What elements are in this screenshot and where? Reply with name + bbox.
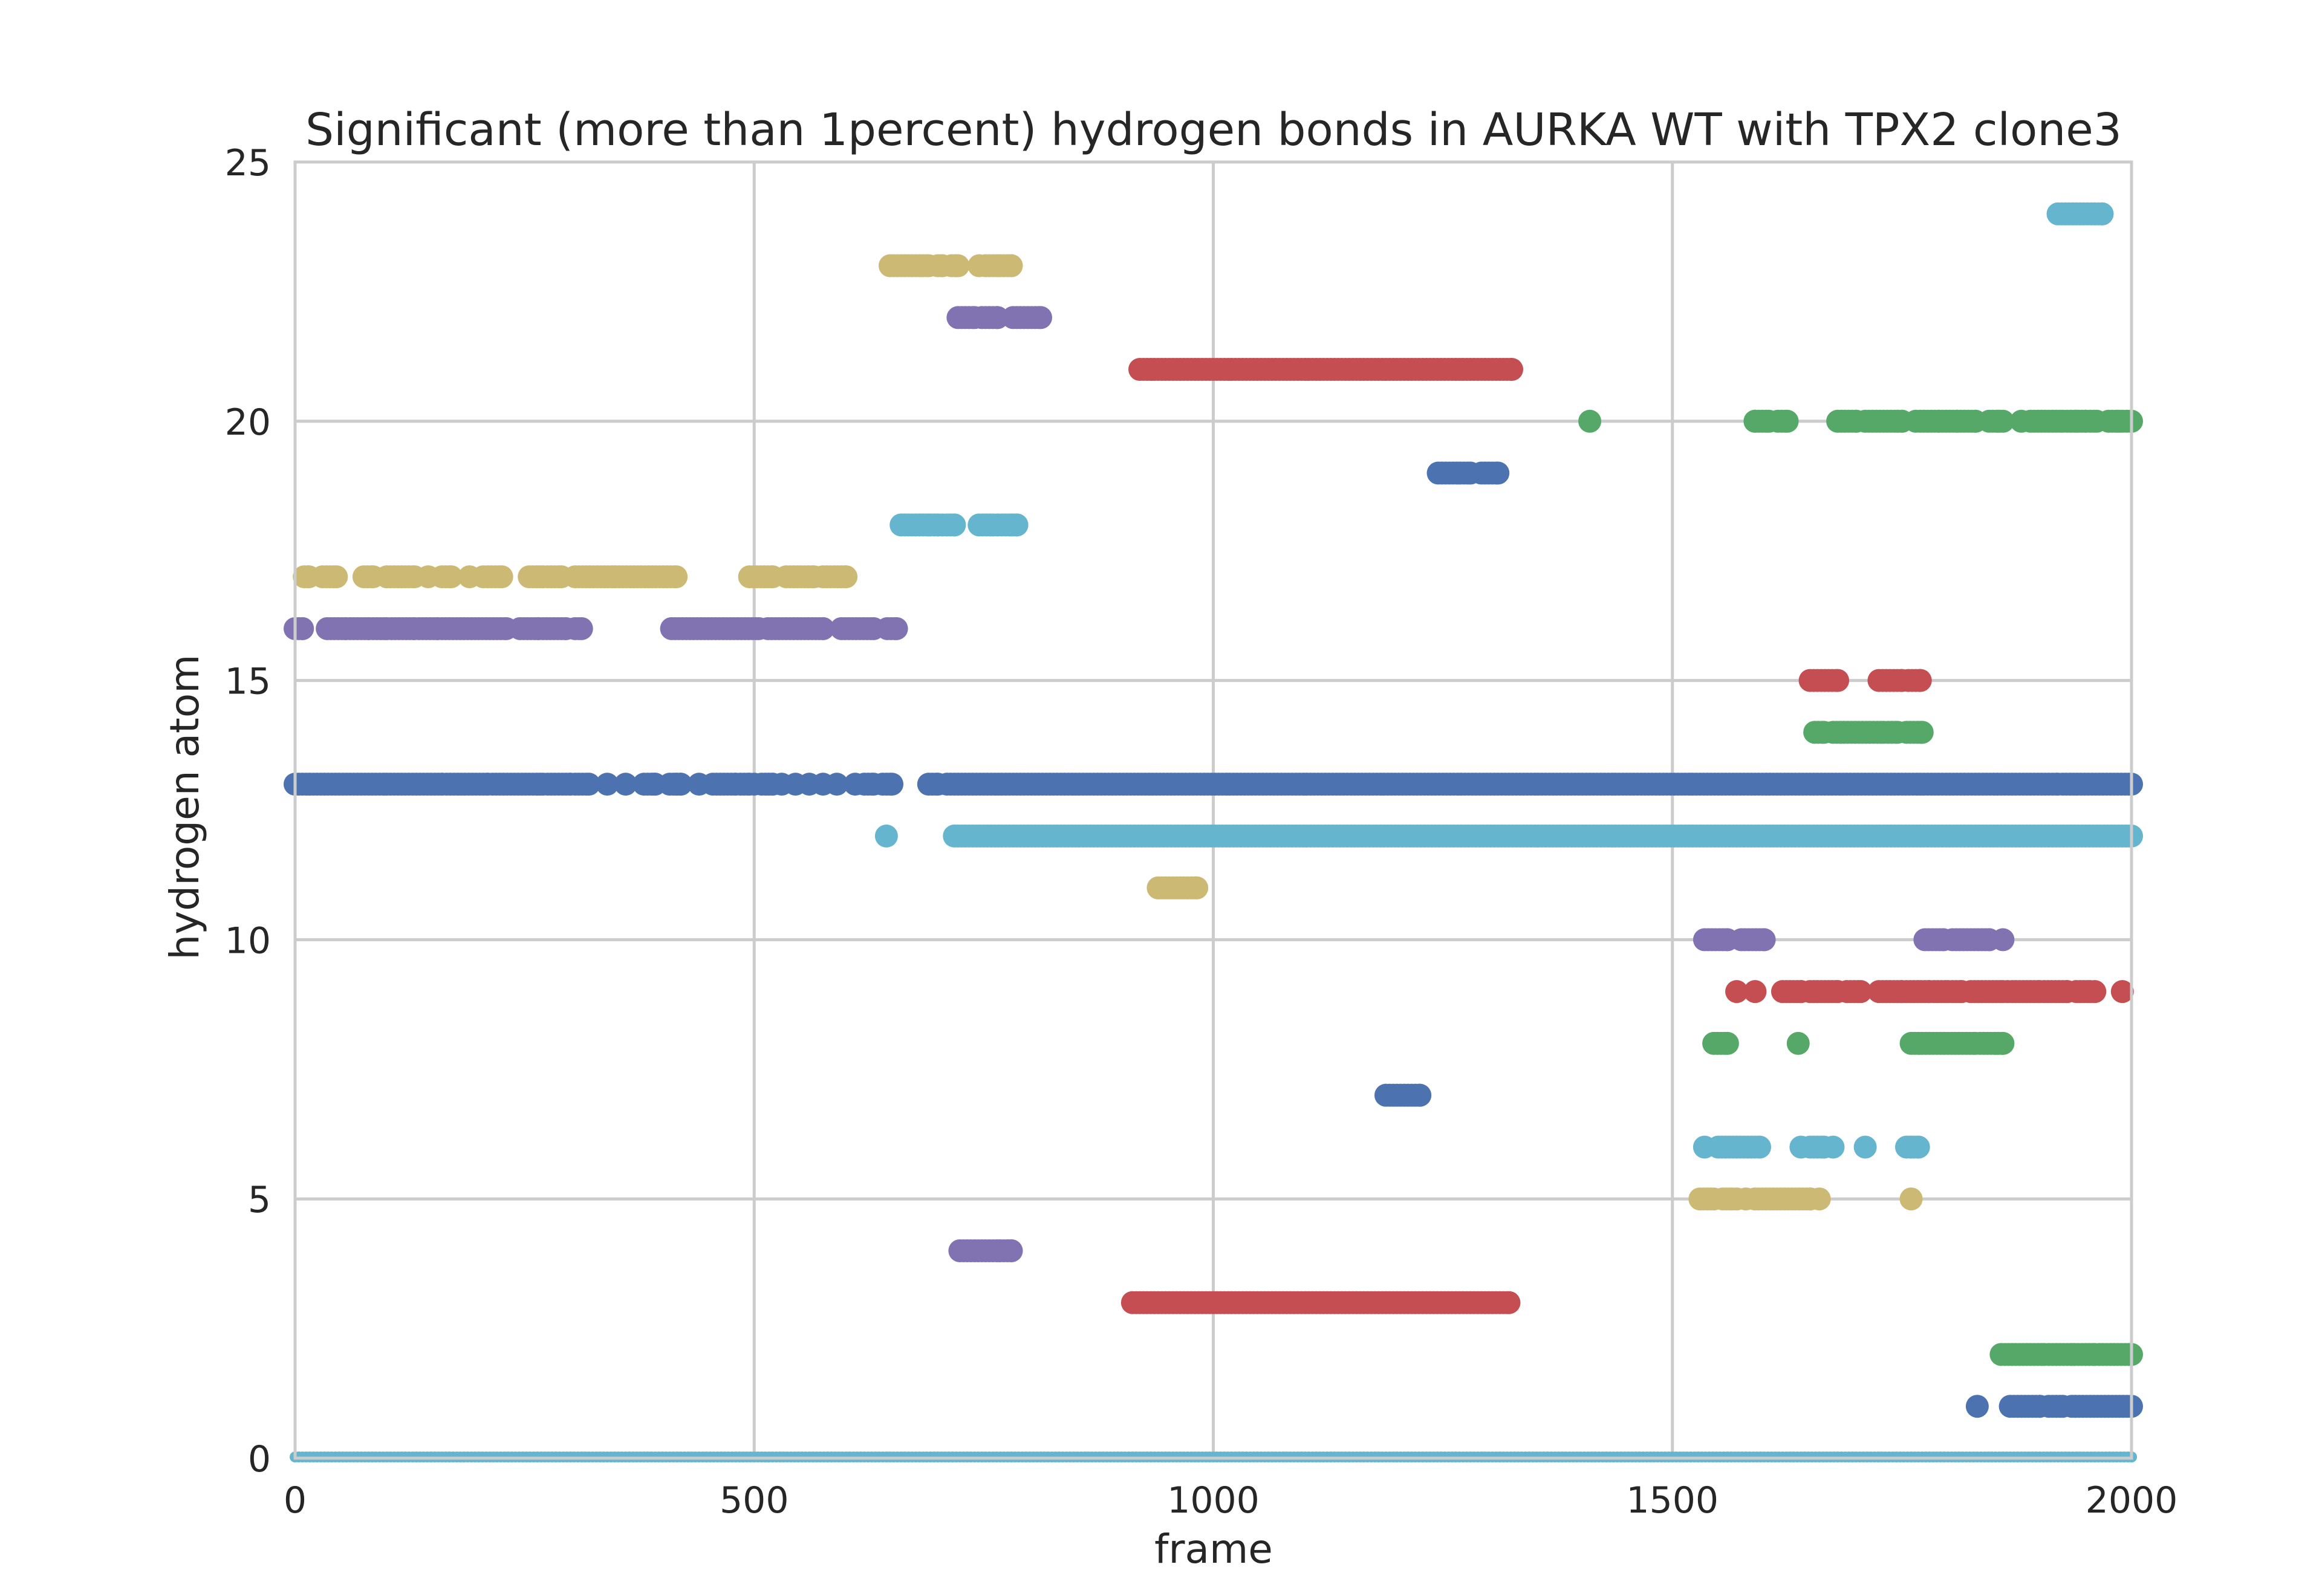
data-points: [284, 202, 2143, 1462]
data-point: [1185, 876, 1209, 900]
hbond-series-15: [1798, 669, 1932, 692]
x-tick-label: 1000: [1167, 1479, 1260, 1522]
data-point: [440, 565, 463, 589]
data-point: [2110, 980, 2134, 1004]
data-point: [1910, 721, 1934, 744]
y-tick-label: 15: [225, 661, 271, 703]
data-point: [1752, 928, 1776, 952]
data-point: [490, 565, 513, 589]
hbond-series-18: [889, 513, 1029, 537]
y-tick-label: 10: [225, 920, 271, 962]
data-point: [1000, 254, 1023, 277]
data-point: [614, 773, 637, 796]
data-point: [1408, 1083, 1432, 1107]
data-point: [291, 617, 314, 640]
hbond-series-2: [1989, 1343, 2143, 1366]
x-tick-label: 1500: [1626, 1479, 1719, 1522]
data-point: [761, 773, 784, 796]
hbond-series-9: [1725, 980, 2134, 1004]
data-point: [570, 617, 593, 640]
data-point: [665, 565, 688, 589]
data-point: [325, 565, 348, 589]
data-point: [880, 773, 904, 796]
data-point: [946, 254, 970, 277]
data-point: [596, 773, 619, 796]
data-point: [1853, 1135, 1877, 1159]
data-point: [1725, 980, 1749, 1004]
chart-title: Significant (more than 1percent) hydroge…: [305, 104, 2122, 156]
data-point: [1748, 1135, 1772, 1159]
data-point: [811, 617, 835, 640]
data-point: [577, 773, 600, 796]
data-point: [1497, 1291, 1521, 1314]
data-point: [943, 513, 966, 537]
data-point: [1715, 1031, 1739, 1055]
data-point: [1826, 669, 1850, 692]
y-tick-label: 25: [225, 142, 271, 184]
hbond-series-3: [1120, 1291, 1521, 1314]
hbond-series-11: [1146, 876, 1209, 900]
data-point: [1965, 1395, 1989, 1418]
data-point: [1786, 1031, 1810, 1055]
data-point: [1849, 980, 1873, 1004]
hbond-series-10: [1693, 928, 2015, 952]
hbond-series-7: [1374, 1083, 1432, 1107]
data-point: [1000, 1239, 1023, 1262]
hbond-series-20: [1578, 409, 2143, 433]
x-tick-label: 500: [720, 1479, 789, 1522]
data-point: [2090, 202, 2114, 225]
data-point: [1486, 461, 1510, 485]
hbond-series-24: [2046, 202, 2114, 225]
data-point: [1578, 409, 1602, 433]
data-point: [1029, 306, 1053, 329]
x-tick-label: 0: [284, 1479, 307, 1522]
data-point: [1991, 1031, 2015, 1055]
data-point: [1899, 1187, 1923, 1211]
plot-frame: [293, 160, 2133, 1460]
data-point: [2078, 980, 2102, 1004]
data-point: [1890, 409, 1914, 433]
hbond-series-21: [1128, 358, 1524, 381]
x-tick-label: 2000: [2086, 1479, 2178, 1522]
hbond-series-22: [946, 306, 1053, 329]
hbond-series-1: [1965, 1395, 2143, 1418]
x-axis-label: frame: [1154, 1526, 1273, 1572]
data-point: [403, 565, 426, 589]
hbond-series-4: [948, 1239, 1023, 1262]
hbond-series-14: [1803, 721, 1934, 744]
data-point: [669, 773, 692, 796]
hbond-series-6: [1693, 1135, 1930, 1159]
hbond-series-13: [284, 773, 2143, 796]
hbond-series-23: [878, 254, 1023, 277]
grid-layer: [293, 160, 2133, 1460]
data-point: [1005, 513, 1029, 537]
y-axis-label: hydrogen atom: [161, 654, 208, 959]
hbond-series-19: [1426, 461, 1510, 485]
data-point: [874, 824, 898, 848]
data-point: [834, 565, 858, 589]
data-point: [1907, 1135, 1930, 1159]
data-point: [1798, 1187, 1822, 1211]
y-tick-label: 5: [248, 1179, 271, 1221]
hbond-series-8: [1702, 1031, 2015, 1055]
hbond-series-17: [293, 565, 858, 589]
data-point: [1775, 409, 1799, 433]
data-point: [1743, 980, 1767, 1004]
tick-labels: 0 500 1000 1500 2000 0 5 10 15 20 25: [225, 142, 2178, 1522]
hbond-series-16: [284, 617, 908, 640]
y-tick-label: 20: [225, 401, 271, 444]
hbond-series-12: [874, 824, 2143, 848]
y-tick-label: 0: [248, 1438, 271, 1481]
data-point: [1812, 1135, 1836, 1159]
data-point: [1977, 928, 2001, 952]
data-point: [1991, 409, 2015, 433]
data-point: [885, 617, 908, 640]
data-point: [1500, 358, 1524, 381]
hbond-series-5: [1688, 1187, 1923, 1211]
data-point: [1720, 1187, 1744, 1211]
data-point: [825, 773, 848, 796]
data-point: [1908, 669, 1932, 692]
